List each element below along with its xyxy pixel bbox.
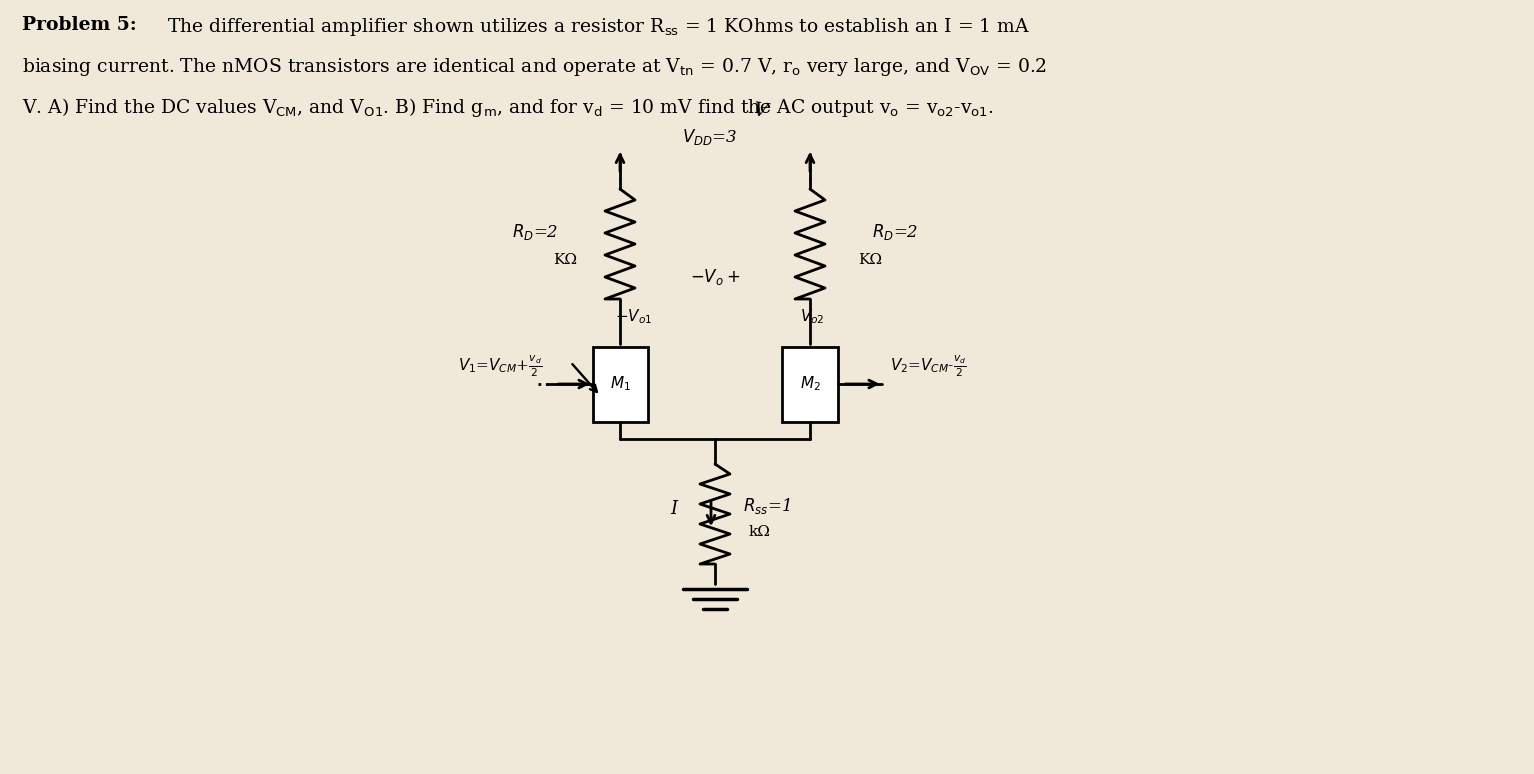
Text: $-V_{o1}$: $-V_{o1}$: [615, 307, 652, 326]
Text: $V_2$=$V_{CM}$-$\frac{v_d}{2}$: $V_2$=$V_{CM}$-$\frac{v_d}{2}$: [891, 353, 966, 378]
Text: $R_D$=2: $R_D$=2: [512, 222, 558, 242]
Text: $V_1$=$V_{CM}$+$\frac{v_d}{2}$: $V_1$=$V_{CM}$+$\frac{v_d}{2}$: [459, 353, 543, 378]
Text: The differential amplifier shown utilizes a resistor R$_{\sf ss}$ = 1 KOhms to e: The differential amplifier shown utilize…: [167, 16, 1031, 38]
Text: Problem 5:: Problem 5:: [21, 16, 137, 34]
Text: $V_{DD}$=3: $V_{DD}$=3: [683, 127, 738, 147]
Text: $- V_o +$: $- V_o +$: [690, 267, 739, 287]
Text: V. A) Find the DC values V$_{\sf CM}$, and V$_{\sf O1}$. B) Find g$_{\sf m}$, an: V. A) Find the DC values V$_{\sf CM}$, a…: [21, 96, 994, 119]
Text: I: I: [670, 500, 676, 518]
Bar: [592, 347, 647, 422]
Text: $M_2$: $M_2$: [799, 375, 821, 393]
Text: $R_{ss}$=1: $R_{ss}$=1: [742, 496, 790, 516]
Text: biasing current. The nMOS transistors are identical and operate at V$_{\sf tn}$ : biasing current. The nMOS transistors ar…: [21, 56, 1046, 78]
Text: KΩ: KΩ: [552, 253, 577, 267]
Text: $M_1$: $M_1$: [609, 375, 630, 393]
Text: $R_D$=2: $R_D$=2: [871, 222, 919, 242]
Text: kΩ: kΩ: [749, 525, 772, 539]
Text: KΩ: KΩ: [858, 253, 882, 267]
Text: V: V: [752, 101, 769, 121]
Bar: [782, 347, 838, 422]
Text: $V_{o2}$: $V_{o2}$: [801, 307, 825, 326]
